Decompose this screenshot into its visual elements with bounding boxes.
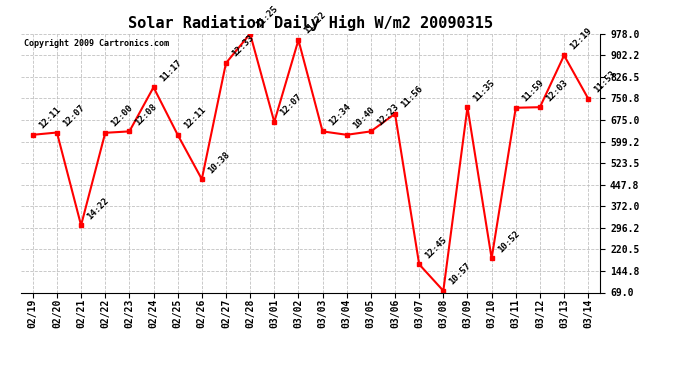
- Text: 12:03: 12:03: [544, 78, 569, 103]
- Text: 11:22: 11:22: [303, 10, 328, 36]
- Text: Copyright 2009 Cartronics.com: Copyright 2009 Cartronics.com: [23, 39, 168, 48]
- Text: 11:53: 11:53: [593, 69, 618, 94]
- Text: 11:56: 11:56: [400, 84, 424, 109]
- Text: 10:40: 10:40: [351, 105, 376, 130]
- Text: 12:00: 12:00: [110, 103, 135, 129]
- Text: 12:11: 12:11: [37, 105, 62, 130]
- Text: 12:23: 12:23: [375, 102, 400, 127]
- Text: 11:59: 11:59: [520, 78, 545, 104]
- Title: Solar Radiation Daily High W/m2 20090315: Solar Radiation Daily High W/m2 20090315: [128, 15, 493, 31]
- Text: 12:07: 12:07: [61, 103, 86, 128]
- Text: 12:08: 12:08: [134, 102, 159, 127]
- Text: 11:25: 11:25: [255, 4, 279, 30]
- Text: 10:57: 10:57: [448, 261, 473, 286]
- Text: 10:38: 10:38: [206, 150, 231, 175]
- Text: 14:22: 14:22: [86, 196, 110, 221]
- Text: 12:33: 12:33: [230, 33, 255, 59]
- Text: 12:34: 12:34: [327, 102, 352, 127]
- Text: 11:17: 11:17: [158, 58, 183, 83]
- Text: 10:52: 10:52: [496, 229, 521, 254]
- Text: 12:19: 12:19: [569, 26, 593, 51]
- Text: 12:07: 12:07: [279, 93, 304, 118]
- Text: 12:45: 12:45: [424, 235, 448, 260]
- Text: 11:35: 11:35: [472, 78, 497, 103]
- Text: 12:11: 12:11: [182, 105, 207, 130]
